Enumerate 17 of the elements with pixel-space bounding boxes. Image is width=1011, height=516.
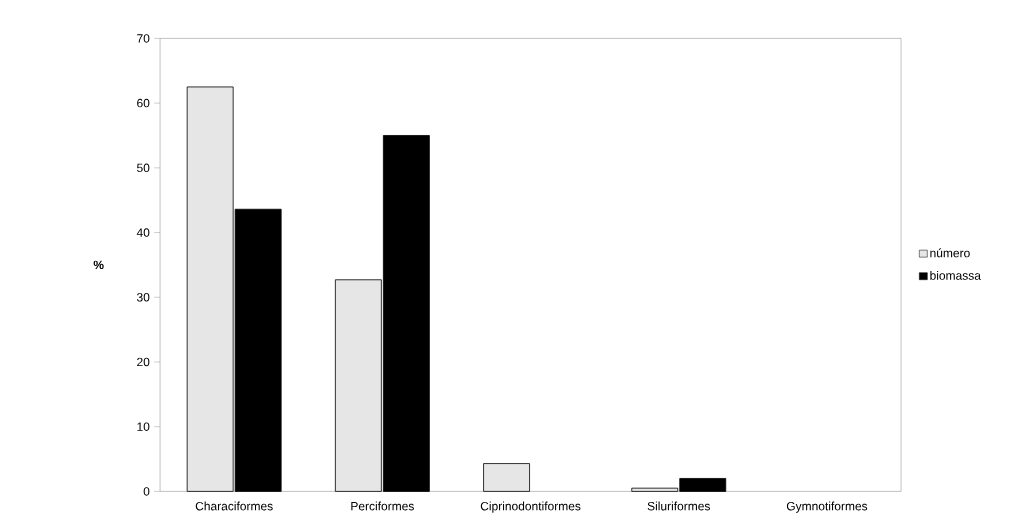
y-tick-label: 20 [137, 357, 150, 367]
y-tick-label: 70 [137, 34, 150, 43]
x-tick-label: Siluriformes [647, 501, 710, 511]
y-tick-label: 0 [143, 487, 150, 496]
bar [483, 463, 530, 492]
x-tick-label: Ciprinodontiformes [480, 501, 581, 513]
x-tick-label: Perciformes [351, 501, 414, 511]
y-tick-label: 60 [137, 98, 150, 108]
y-tick-label: 30 [136, 293, 150, 302]
x-tick-label: Characiformes [195, 501, 273, 511]
legend-label: número [930, 248, 970, 258]
y-axis-title: % [93, 260, 104, 270]
y-tick-label: 50 [137, 163, 150, 173]
y-tick-label: 40 [136, 228, 150, 237]
x-tick-label: Gymnotiformes [786, 501, 868, 513]
legend-label: biomassa [930, 270, 981, 280]
y-tick-label: 10 [137, 422, 150, 431]
